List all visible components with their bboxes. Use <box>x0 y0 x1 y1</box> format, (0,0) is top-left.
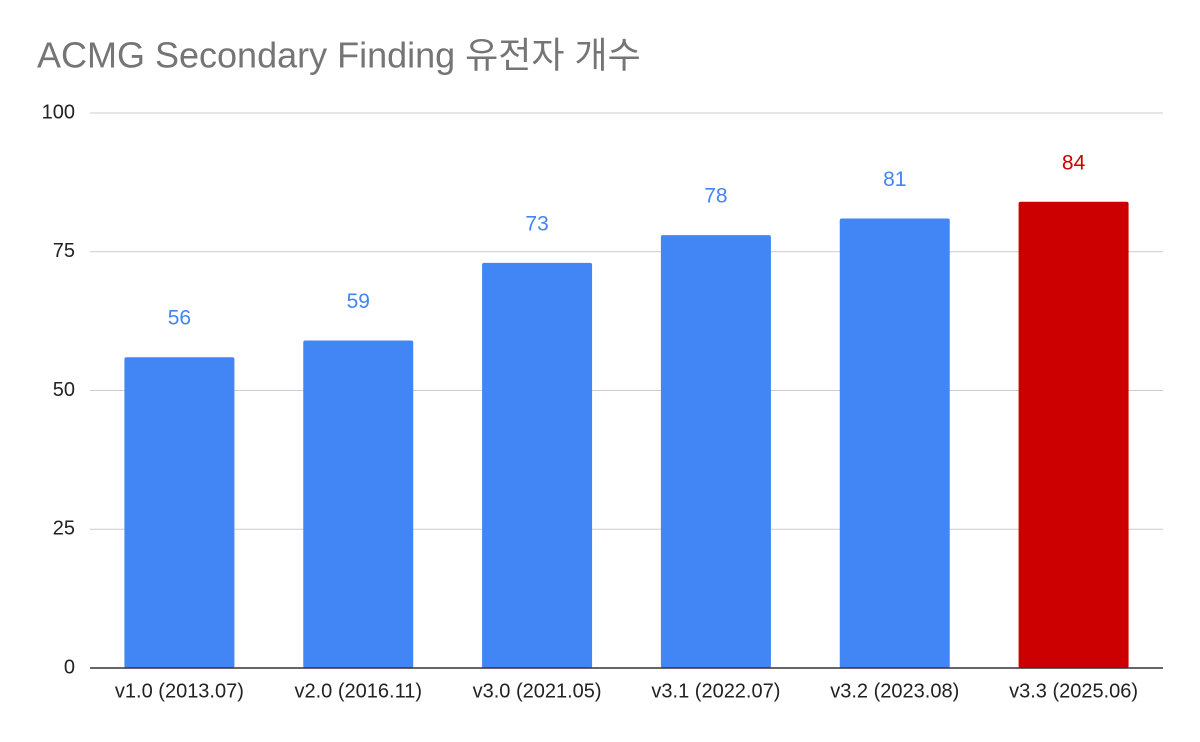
value-label: 84 <box>1062 151 1086 174</box>
y-tick-label: 50 <box>53 379 75 401</box>
bar <box>482 262 593 668</box>
y-tick-label: 0 <box>64 656 75 678</box>
value-label: 73 <box>525 212 548 235</box>
bar <box>1018 201 1129 669</box>
y-tick-label: 25 <box>53 518 75 540</box>
x-tick-label: v3.2 (2023.08) <box>830 680 959 702</box>
y-tick-label: 75 <box>53 240 75 262</box>
x-tick-label: v1.0 (2013.07) <box>115 680 244 702</box>
bar <box>124 357 235 668</box>
chart-title: ACMG Secondary Finding 유전자 개수 <box>37 35 641 76</box>
value-label: 78 <box>704 185 727 208</box>
x-tick-label: v3.0 (2021.05) <box>473 680 602 702</box>
bar <box>660 235 771 668</box>
bar <box>839 218 950 668</box>
value-label: 56 <box>168 307 191 330</box>
x-tick-label: v3.1 (2022.07) <box>651 680 780 702</box>
x-tick-label: v3.3 (2025.06) <box>1009 680 1138 702</box>
value-label: 59 <box>347 290 370 313</box>
y-tick-label: 100 <box>42 101 75 123</box>
x-tick-label: v2.0 (2016.11) <box>295 680 423 702</box>
value-label: 81 <box>883 168 906 191</box>
bar <box>303 340 414 668</box>
